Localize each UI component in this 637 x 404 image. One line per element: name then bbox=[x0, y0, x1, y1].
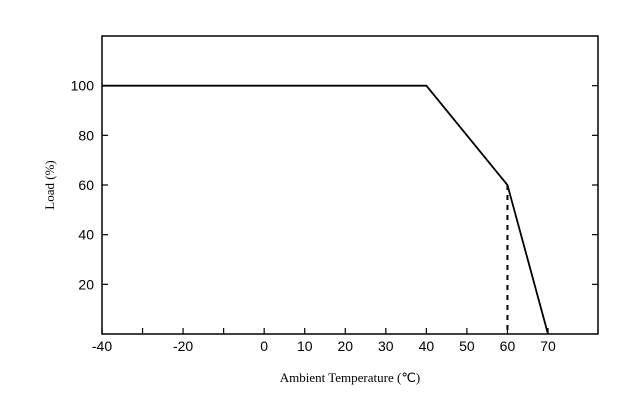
x-tick-label: 20 bbox=[337, 338, 353, 354]
y-tick-label: 20 bbox=[78, 276, 94, 292]
x-tick-label: 70 bbox=[540, 338, 556, 354]
x-axis-ticks: -40 -20 0 10 20 30 40 50 60 70 bbox=[92, 328, 556, 354]
plot-frame bbox=[101, 35, 599, 335]
x-tick-label: 30 bbox=[378, 338, 394, 354]
x-tick-label: 40 bbox=[419, 338, 435, 354]
y-axis-label: Load (%) bbox=[42, 160, 57, 209]
x-axis-label: Ambient Temperature (℃) bbox=[280, 370, 421, 385]
y-axis-ticks: 20 40 60 80 100 bbox=[71, 78, 598, 292]
y-tick-label: 100 bbox=[71, 78, 95, 94]
y-tick-label: 60 bbox=[78, 177, 94, 193]
x-tick-label: -40 bbox=[92, 338, 112, 354]
x-tick-label: 50 bbox=[459, 338, 475, 354]
derating-series-line bbox=[102, 84, 549, 335]
x-tick-label: 0 bbox=[260, 338, 268, 354]
x-tick-label: 10 bbox=[297, 338, 313, 354]
x-tick-label: -20 bbox=[173, 338, 193, 354]
y-tick-label: 40 bbox=[78, 227, 94, 243]
y-tick-label: 80 bbox=[78, 127, 94, 143]
x-tick-label: 60 bbox=[500, 338, 516, 354]
series-layer bbox=[102, 84, 549, 335]
